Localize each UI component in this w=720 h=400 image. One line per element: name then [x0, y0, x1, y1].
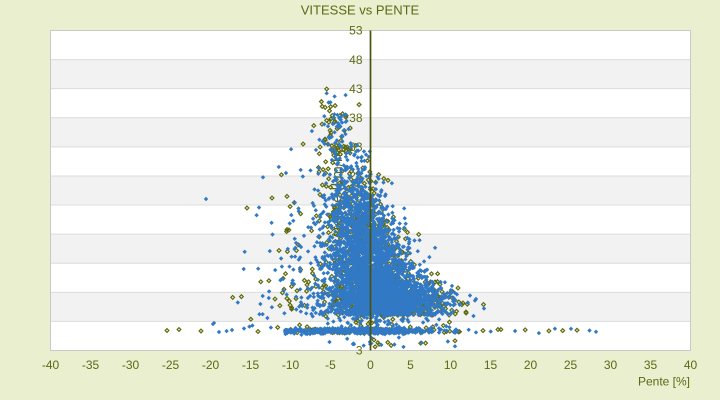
svg-text:-25: -25 — [162, 358, 180, 372]
svg-text:-10: -10 — [282, 358, 300, 372]
svg-text:3: 3 — [356, 315, 363, 329]
svg-text:30: 30 — [604, 358, 618, 372]
svg-text:20: 20 — [524, 358, 538, 372]
svg-text:15: 15 — [484, 358, 498, 372]
svg-text:43: 43 — [349, 82, 363, 96]
svg-text:0: 0 — [367, 358, 374, 372]
svg-text:-20: -20 — [202, 358, 220, 372]
svg-text:3: 3 — [356, 344, 363, 358]
svg-text:-15: -15 — [242, 358, 260, 372]
svg-text:25: 25 — [564, 358, 578, 372]
svg-text:5: 5 — [407, 358, 414, 372]
svg-text:-35: -35 — [82, 358, 100, 372]
svg-text:Pente [%]: Pente [%] — [638, 375, 690, 389]
svg-text:-5: -5 — [325, 358, 336, 372]
svg-text:10: 10 — [444, 358, 458, 372]
svg-text:53: 53 — [349, 24, 363, 38]
svg-text:38: 38 — [349, 111, 363, 125]
svg-text:40: 40 — [684, 358, 698, 372]
svg-text:-30: -30 — [122, 358, 140, 372]
svg-text:48: 48 — [349, 53, 363, 67]
svg-text:35: 35 — [644, 358, 658, 372]
svg-text:VITESSE vs PENTE: VITESSE vs PENTE — [301, 3, 420, 18]
svg-text:-40: -40 — [42, 358, 60, 372]
